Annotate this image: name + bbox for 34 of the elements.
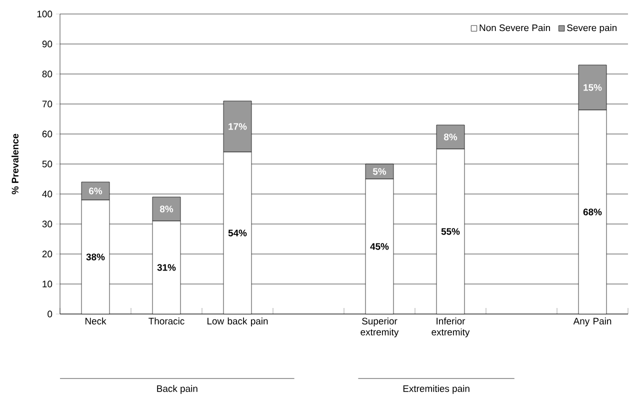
y-tick-label: 10 [42, 280, 52, 288]
y-tick-label: 90 [42, 40, 52, 48]
y-tick-label: 100 [37, 10, 52, 18]
legend-label: Non Severe Pain [480, 24, 550, 32]
y-tick-label: 60 [42, 130, 52, 138]
y-tick-label: 0 [48, 310, 52, 318]
data-label: 45% [370, 243, 389, 250]
legend-label: Severe pain [567, 24, 617, 34]
data-label: 5% [372, 168, 386, 175]
x-tick-label: Any Pain [573, 318, 612, 326]
text: Back pain [157, 385, 198, 394]
y-tick-label: 70 [42, 100, 52, 108]
data-label: 6% [89, 188, 102, 194]
data-label: 8% [444, 134, 458, 140]
y-tick-label: 50 [42, 160, 52, 168]
data-label: 31% [157, 264, 176, 271]
x-tick-label: Thoracic [148, 318, 184, 324]
y-tick-label: 80 [42, 70, 52, 78]
y-tick-label: 40 [42, 190, 52, 198]
x-tick-label: Superior extremity [360, 318, 399, 338]
data-label: 17% [228, 123, 247, 130]
y-tick-label: 30 [42, 220, 52, 228]
data-label: 8% [160, 206, 174, 212]
x-tick-label: Low back pain [208, 318, 268, 326]
data-label: 54% [228, 230, 247, 236]
x-tick-label: Neck [86, 318, 106, 324]
text: Extremities pain [403, 385, 470, 394]
x-tick-label: Inferior extremity [432, 318, 470, 338]
y-tick-label: 20 [42, 250, 52, 258]
data-label: 15% [584, 84, 602, 91]
data-label: 68% [583, 208, 602, 216]
y-axis-title: % Prevalence [12, 134, 18, 194]
data-label: 55% [441, 228, 460, 235]
data-label: 38% [86, 254, 105, 260]
